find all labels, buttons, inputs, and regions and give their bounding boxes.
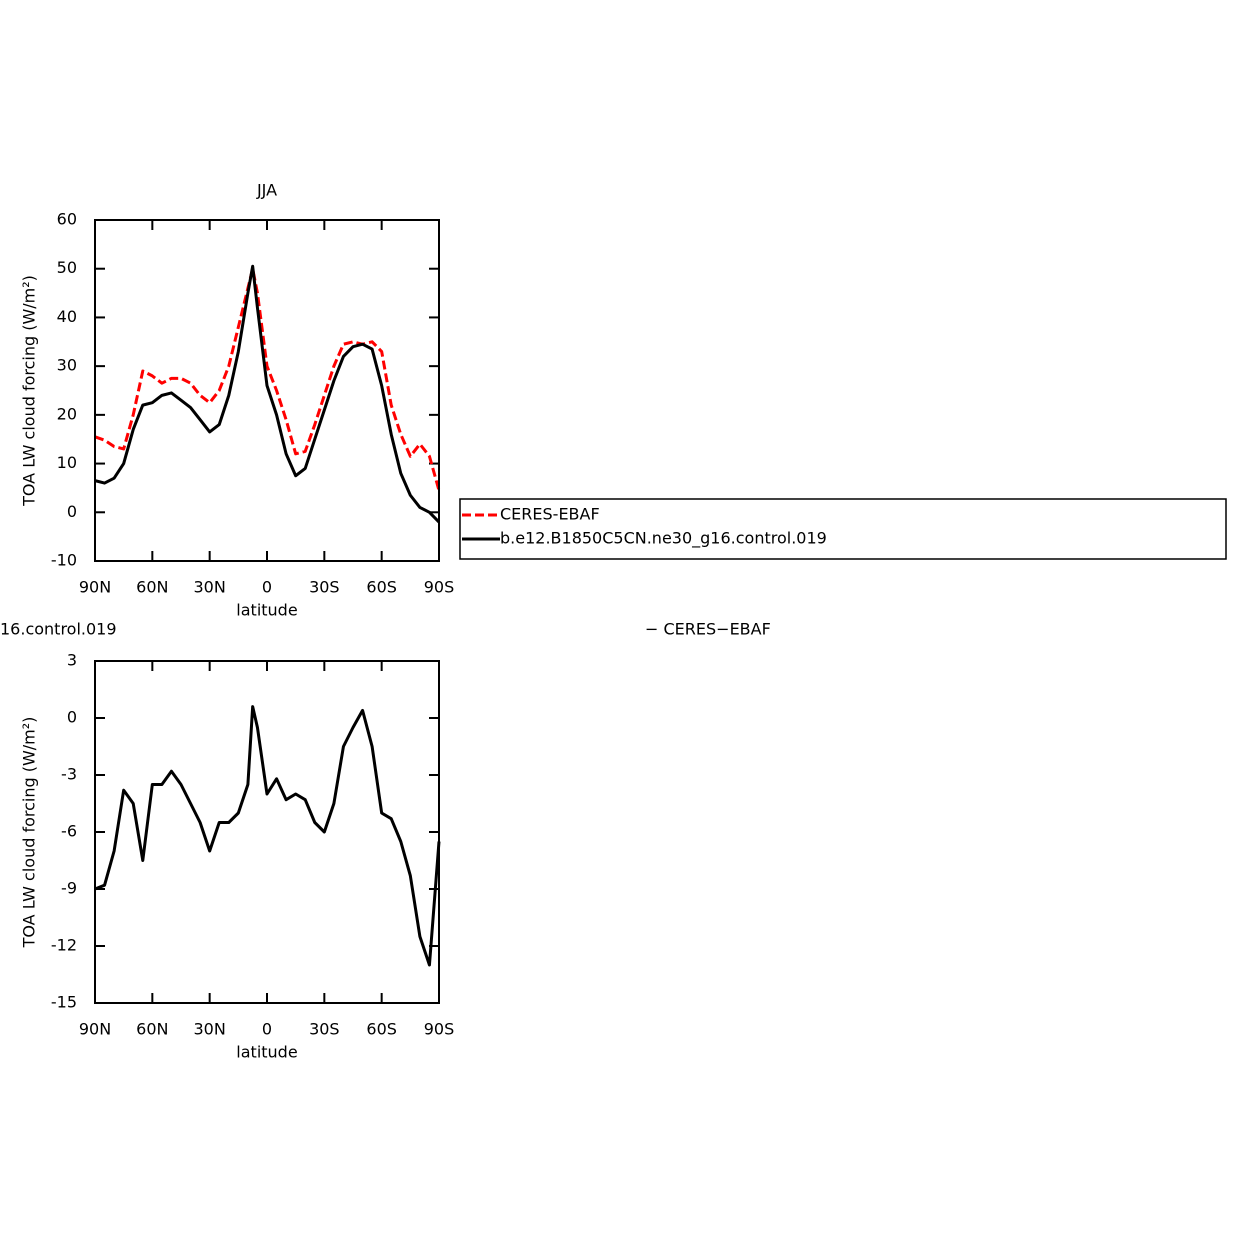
y-tick-label: 40 [57, 307, 77, 326]
x-axis-label: latitude [236, 601, 297, 620]
data-line [94, 267, 441, 491]
chart-title-right: − CERES−EBAF [645, 620, 771, 639]
x-tick-label: 90S [424, 578, 455, 597]
y-tick-label: -10 [51, 551, 77, 570]
y-tick-label: -12 [51, 936, 77, 955]
x-tick-label: 30S [309, 578, 340, 597]
y-tick-label: 0 [67, 502, 77, 521]
y-tick-label: -3 [61, 765, 77, 784]
y-tick-label: 30 [57, 356, 77, 375]
y-axis-label: TOA LW cloud forcing (W/m²) [20, 275, 39, 507]
x-tick-label: 60S [366, 578, 397, 597]
legend-label: CERES-EBAF [500, 505, 600, 524]
y-tick-label: -15 [51, 993, 77, 1012]
x-tick-label: 90S [424, 1020, 455, 1039]
x-tick-label: 60N [136, 578, 168, 597]
plot-frame [94, 219, 440, 562]
y-tick-label: 20 [57, 404, 77, 423]
x-tick-label: 30S [309, 1020, 340, 1039]
y-tick-label: -9 [61, 879, 77, 898]
x-tick-label: 30N [194, 1020, 226, 1039]
y-tick-label: 10 [57, 453, 77, 472]
legend-label: b.e12.B1850C5CN.ne30_g16.control.019 [500, 529, 827, 549]
x-tick-label: 90N [79, 1020, 111, 1039]
x-axis-label: latitude [236, 1043, 297, 1062]
y-axis-label: TOA LW cloud forcing (W/m²) [20, 717, 39, 949]
y-tick-label: 0 [67, 708, 77, 727]
chart-title: JJA [256, 181, 277, 200]
chart-title-left: 16.control.019 [0, 620, 117, 639]
x-tick-label: 60S [366, 1020, 397, 1039]
x-tick-label: 30N [194, 578, 226, 597]
y-tick-label: 3 [67, 651, 77, 670]
y-tick-label: 50 [57, 258, 77, 277]
y-tick-label: 60 [57, 210, 77, 229]
x-tick-label: 0 [262, 1020, 272, 1039]
data-line [94, 264, 441, 524]
x-tick-label: 90N [79, 578, 111, 597]
x-tick-label: 60N [136, 1020, 168, 1039]
legend-box [459, 498, 1227, 560]
plot-frame [94, 660, 440, 1004]
y-tick-label: -6 [61, 822, 77, 841]
x-tick-label: 0 [262, 578, 272, 597]
data-line [94, 705, 441, 967]
